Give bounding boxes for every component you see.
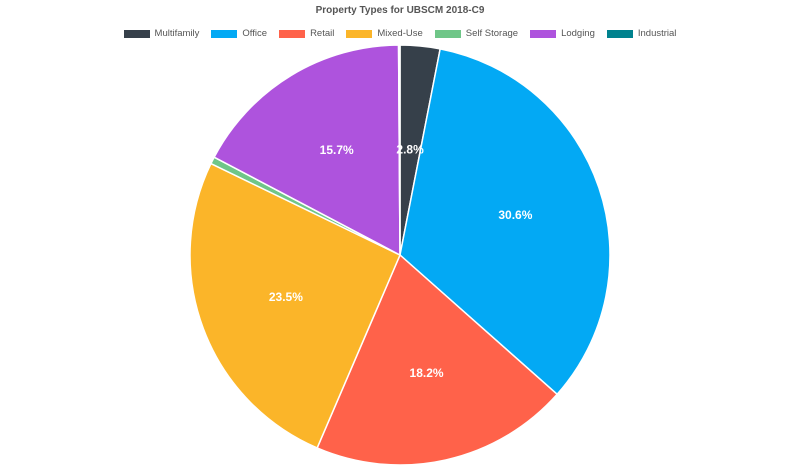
legend-swatch [530,29,557,38]
legend-item-office[interactable]: Office [211,28,267,39]
legend-label: Industrial [637,28,677,39]
data-label-retail: 18.2% [410,366,444,380]
legend-swatch [279,29,306,38]
legend-swatch [123,29,150,38]
legend-item-industrial[interactable]: Industrial [606,28,677,39]
legend-item-retail[interactable]: Retail [279,28,334,39]
pie-slice-retail[interactable] [316,254,558,466]
legend-label: Self Storage [465,28,519,39]
legend-item-lodging[interactable]: Lodging [530,28,595,39]
legend-item-mixed-use[interactable]: Mixed-Use [346,28,423,39]
data-label-mixed-use: 23.5% [269,290,303,304]
pie-slice-office[interactable] [399,48,611,396]
legend-label: Office [242,28,268,39]
legend-swatch [434,29,461,38]
legend-label: Mixed-Use [377,28,423,39]
pie-slice-mixed-use[interactable] [189,162,401,449]
legend-item-self-storage[interactable]: Self Storage [434,28,519,39]
pie-slice-lodging[interactable] [213,44,401,256]
legend-label: Multifamily [154,28,200,39]
data-label-lodging: 15.7% [320,143,354,157]
chart-legend: Multifamily Office Retail Mixed-Use Self Sto… [0,28,800,39]
chart-title: Property Types for UBSCM 2018-C9 [315,5,485,16]
legend-item-multifamily[interactable]: Multifamily [123,28,200,39]
legend-swatch [346,29,373,38]
pie-slice-industrial[interactable] [397,44,401,256]
legend-label: Retail [310,28,335,39]
data-label-multifamily: 2.8% [396,143,424,157]
legend-swatch [606,29,633,38]
data-label-office: 30.6% [498,208,532,222]
legend-label: Lodging [561,28,595,39]
legend-swatch [211,29,238,38]
